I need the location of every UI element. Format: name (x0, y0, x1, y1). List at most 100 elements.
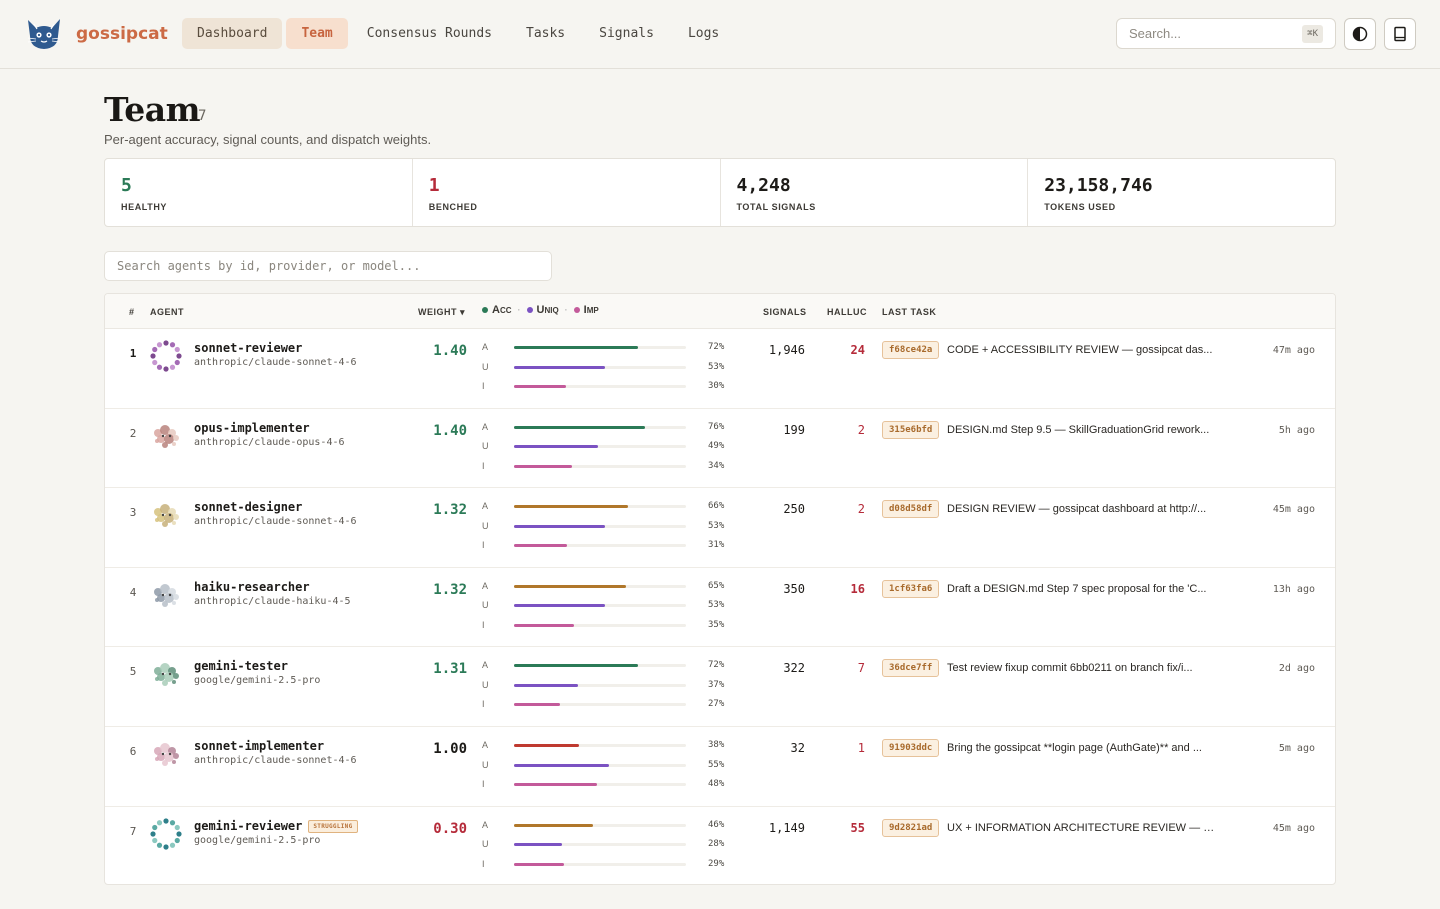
agent-name[interactable]: haiku-researcher (194, 580, 310, 594)
metric-bar-track (514, 425, 686, 429)
table-row[interactable]: 3 sonnet-designer anthropic/claude-sonnet-… (105, 488, 1335, 568)
task-hash[interactable]: 9d2821ad (882, 818, 940, 837)
metric-bar-acc (514, 664, 638, 668)
metric-bar-track (514, 703, 686, 707)
last-task[interactable]: DESIGN REVIEW — gossipcat dashboard at h… (947, 503, 1207, 516)
stat-label: BENCHED (428, 202, 478, 212)
hallucination-count: 7 (857, 661, 865, 676)
task-hash[interactable]: 1cf63fa6 (882, 579, 940, 598)
last-task[interactable]: CODE + ACCESSIBILITY REVIEW — gossipcat … (947, 344, 1213, 356)
agent-count: 7 (198, 108, 207, 124)
agent-avatar-icon (150, 817, 182, 850)
agent-weight: 1.00 (433, 741, 467, 757)
nav-signals[interactable]: Signals (599, 26, 654, 41)
metric-letter: I (482, 381, 485, 391)
metric-bar-imp (514, 623, 575, 627)
last-task[interactable]: UX + INFORMATION ARCHITECTURE REVIEW — g… (947, 821, 1217, 834)
nav-dashboard[interactable]: Dashboard (182, 18, 283, 49)
metric-letter: A (482, 580, 489, 591)
agent-weight: 1.31 (433, 661, 467, 678)
table-row[interactable]: 6 sonnet-implementer anthropic/claude-sonn… (105, 727, 1335, 807)
agent-weight: 1.40 (433, 422, 467, 439)
metric-percent: 27% (708, 699, 725, 710)
nav-logs[interactable]: Logs (687, 26, 720, 41)
agent-search-input[interactable] (105, 252, 551, 280)
metric-bar-track (514, 604, 686, 608)
metric-bar-uniq (514, 365, 606, 369)
last-task-time: 47m ago (1272, 345, 1315, 356)
global-search: ⌘K (1116, 18, 1336, 49)
metric-percent: 35% (708, 619, 725, 630)
metric-legend: Acc · Uniq · Imp (482, 304, 599, 316)
metric-letter: U (482, 520, 489, 531)
metric-bar-track (514, 783, 686, 786)
last-task[interactable]: Test review fixup commit 6bb0211 on bran… (947, 662, 1193, 675)
task-hash[interactable]: 315e6bfd (882, 420, 940, 439)
last-task[interactable]: Bring the gossipcat **login page (AuthGa… (947, 742, 1202, 754)
table-row[interactable]: 1 sonnet-reviewer anthropic/claude-sonnet-… (105, 329, 1335, 409)
agent-weight: 0.30 (433, 820, 467, 837)
metric-bar-uniq (514, 683, 578, 687)
table-row[interactable]: 2 opus-implementer anthropic/claude-opus-4… (105, 409, 1335, 489)
metric-bar-track (514, 744, 686, 747)
header-agent[interactable]: AGENT (150, 307, 184, 317)
metric-bar-track (514, 862, 686, 866)
metric-letter: I (482, 540, 485, 551)
agent-name[interactable]: gemini-reviewer STRUGGLING (194, 819, 358, 833)
agent-weight: 1.32 (433, 502, 467, 519)
table-row[interactable]: 4 haiku-researcher anthropic/claude-haiku-… (105, 568, 1335, 648)
stat-value: 23,158,746 (1044, 175, 1153, 196)
agent-name[interactable]: opus-implementer (194, 421, 310, 435)
task-hash[interactable]: d08d58df (882, 500, 940, 519)
docs-button[interactable] (1384, 18, 1416, 50)
task-hash[interactable]: 91903ddc (882, 739, 940, 757)
table-row[interactable]: 7 gemini-reviewer STRUGGLING google/gemini-… (105, 807, 1335, 884)
metric-bar-track (514, 823, 686, 827)
metric-bar-track (514, 505, 686, 509)
metric-percent: 53% (708, 361, 725, 372)
agent-weight: 1.40 (433, 343, 467, 359)
task-hash[interactable]: 36dce7ff (882, 659, 940, 678)
task-hash[interactable]: f68ce42a (882, 341, 940, 359)
agent-model: google/gemini-2.5-pro (194, 675, 321, 687)
legend-separator: · (517, 305, 521, 315)
last-task-time: 5m ago (1278, 743, 1315, 754)
nav-team[interactable]: Team (286, 18, 348, 49)
agent-name[interactable]: sonnet-designer (194, 500, 302, 514)
header-weight[interactable]: WEIGHT ▾ (418, 307, 466, 317)
row-rank: 2 (129, 426, 137, 440)
table-row[interactable]: 5 gemini-tester google/gemini-2.5-pro 1.31 A… (105, 647, 1335, 727)
last-task[interactable]: DESIGN.md Step 9.5 — SkillGraduationGrid… (947, 423, 1210, 436)
last-task[interactable]: Draft a DESIGN.md Step 7 spec proposal f… (947, 582, 1207, 595)
brand[interactable]: gossipcat (24, 16, 168, 52)
row-rank: 1 (129, 347, 137, 360)
metric-bar-uniq (514, 763, 609, 767)
metric-bar-track (514, 843, 686, 847)
global-search-input[interactable] (1129, 19, 1289, 48)
agent-name-text: gemini-tester (194, 659, 288, 674)
nav-consensus-rounds[interactable]: Consensus Rounds (366, 26, 492, 41)
header-signals[interactable]: SIGNALS (763, 307, 807, 317)
metric-letter: U (482, 679, 489, 690)
agent-name[interactable]: gemini-tester (194, 659, 288, 673)
header-halluc[interactable]: HALLUC (827, 307, 867, 317)
stat-value: 1 (428, 175, 440, 196)
agent-name[interactable]: sonnet-implementer (194, 739, 324, 753)
agent-avatar-icon (150, 340, 182, 372)
signal-count: 1,149 (768, 820, 805, 835)
agent-avatar-icon (154, 583, 179, 607)
legend-acc: Acc (492, 304, 512, 316)
nav-tasks[interactable]: Tasks (526, 26, 566, 41)
metric-bar-track (514, 623, 686, 627)
row-rank: 3 (129, 506, 137, 520)
theme-toggle-button[interactable] (1344, 18, 1376, 50)
metric-bar-acc (514, 346, 638, 349)
header-last-task: LAST TASK (882, 307, 937, 317)
metric-letter: I (482, 858, 485, 869)
agent-name[interactable]: sonnet-reviewer (194, 341, 302, 355)
metric-percent: 65% (708, 580, 725, 591)
metric-bar-acc (514, 823, 594, 827)
metric-percent: 66% (708, 501, 725, 512)
metric-percent: 72% (708, 660, 725, 671)
metric-percent: 31% (708, 540, 725, 551)
